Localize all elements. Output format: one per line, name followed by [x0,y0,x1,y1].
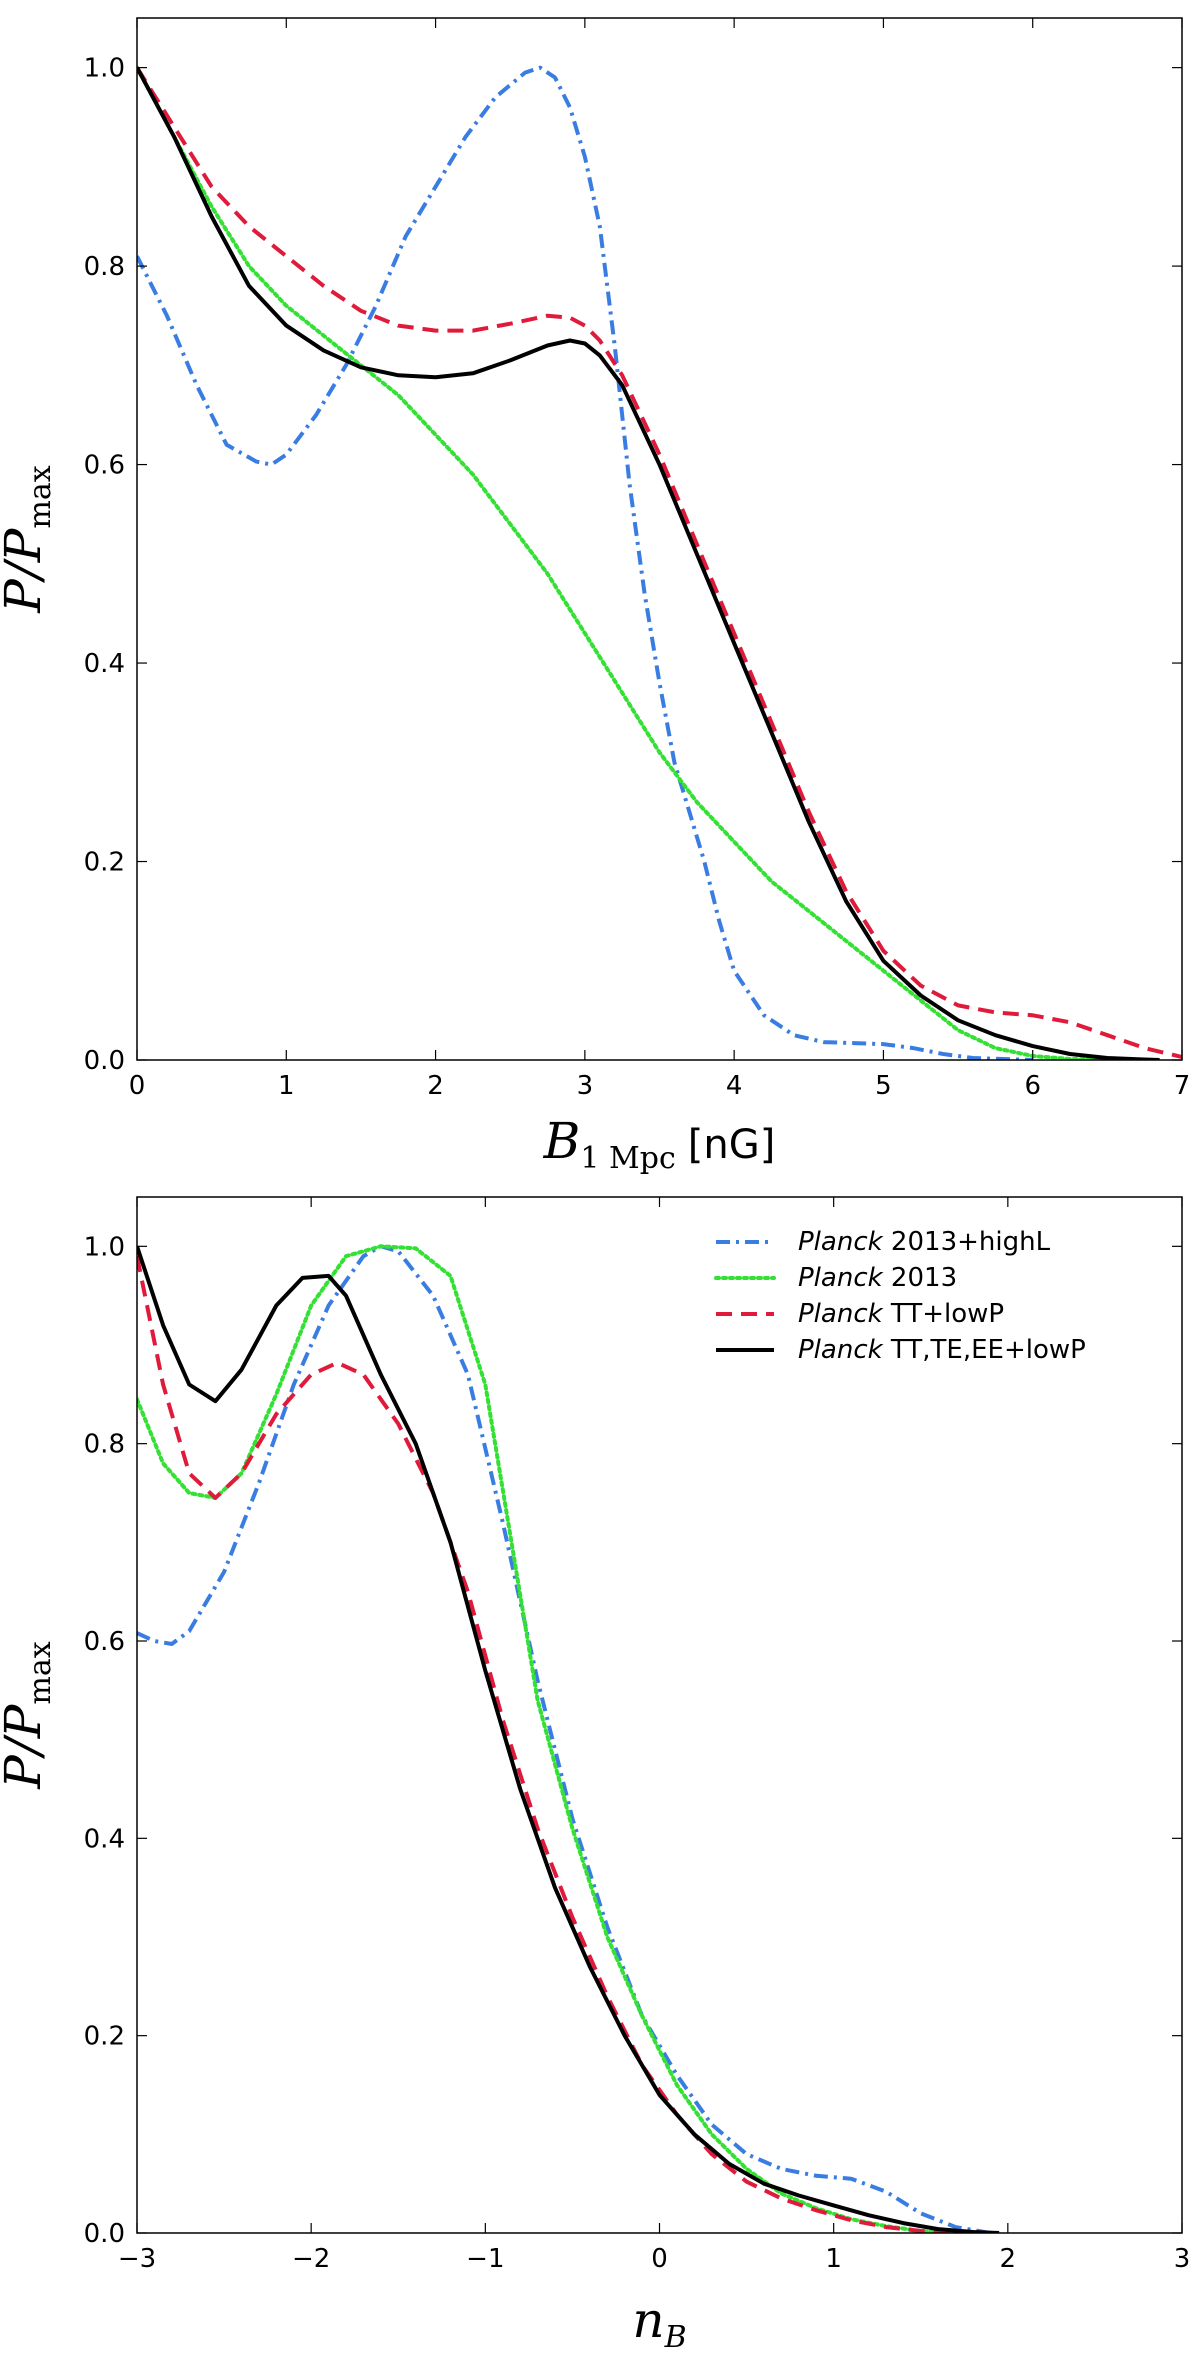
series-line-planck-2013 [137,65,1110,1060]
y-axis-label: P/Pmax [0,465,58,613]
x-axis-label: nB [632,2291,686,2353]
x-tick-label: 0 [651,2244,668,2274]
x-tick-label: 3 [577,1071,594,1101]
y-tick-label: 0.0 [84,1046,125,1076]
y-tick-label: 0.6 [84,451,125,481]
legend-entry: Planck 2013+highL [798,1227,1051,1257]
plot-frame [136,17,1183,1061]
x-tick-label: 1 [825,2244,842,2274]
series-line-planck-2013 [137,1244,958,2233]
y-tick-label: 0.2 [84,2022,125,2052]
legend: Planck 2013+highL Planck 2013 Planck TT+lo… [714,1227,1086,1365]
x-tick-label: 6 [1024,1071,1041,1101]
legend-entry: Planck 2013 [798,1263,957,1293]
legend-entry: Planck TT,TE,EE+lowP [798,1335,1086,1365]
chart-panel-bottom: −3 −2 −1 0 1 2 3 0.0 0.2 0.4 0.6 0.8 1.0 nB P/Pmax Plan… [0,1196,1191,2353]
series-line-planck-tt-te-ee-lowp [137,1245,1000,2233]
x-tick-label: 3 [1174,2244,1191,2274]
y-axis-label: P/Pmax [0,1641,58,1789]
y-tick-label: 0.8 [84,252,125,282]
series-line-planck-tt-lowp [137,66,1182,1059]
x-axis-label: B1 Mpc [nG] [543,1112,776,1176]
x-tick-label: 4 [726,1071,743,1101]
y-tick-label: 1.0 [84,1232,125,1262]
x-tick-label: 0 [129,1071,146,1101]
x-tick-label: 2 [427,1071,444,1101]
x-tick-label: −2 [292,2244,330,2274]
y-tick-label: 0.8 [84,1430,125,1460]
series-line-planck-2013-highl [137,65,1033,1060]
x-tick-label: −3 [118,2244,156,2274]
series-line-planck-tt-lowp [137,1255,956,2233]
legend-entry: Planck TT+lowP [798,1299,1004,1329]
y-tick-label: 0.6 [84,1627,125,1657]
x-tick-label: 5 [875,1071,892,1101]
series-line-planck-2013-highl [137,1244,991,2233]
y-tick-label: 1.0 [84,54,125,84]
y-tick-label: 0.4 [84,649,125,679]
y-tick-label: 0.4 [84,1824,125,1854]
y-tick-label: 0.0 [84,2219,125,2249]
x-tick-label: 7 [1174,1071,1191,1101]
x-tick-label: 1 [278,1071,295,1101]
chart-panel-top: 0 1 2 3 4 5 6 7 0.0 0.2 0.4 0.6 0.8 1.0 B1 Mpc [nG] P/Pm… [0,17,1191,1176]
y-tick-label: 0.2 [84,848,125,878]
x-tick-label: 2 [1000,2244,1017,2274]
x-tick-label: −1 [466,2244,504,2274]
series-line-planck-tt-te-ee-lowp [137,66,1160,1060]
